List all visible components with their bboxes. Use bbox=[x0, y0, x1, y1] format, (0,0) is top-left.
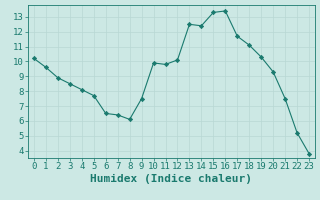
X-axis label: Humidex (Indice chaleur): Humidex (Indice chaleur) bbox=[91, 174, 252, 184]
